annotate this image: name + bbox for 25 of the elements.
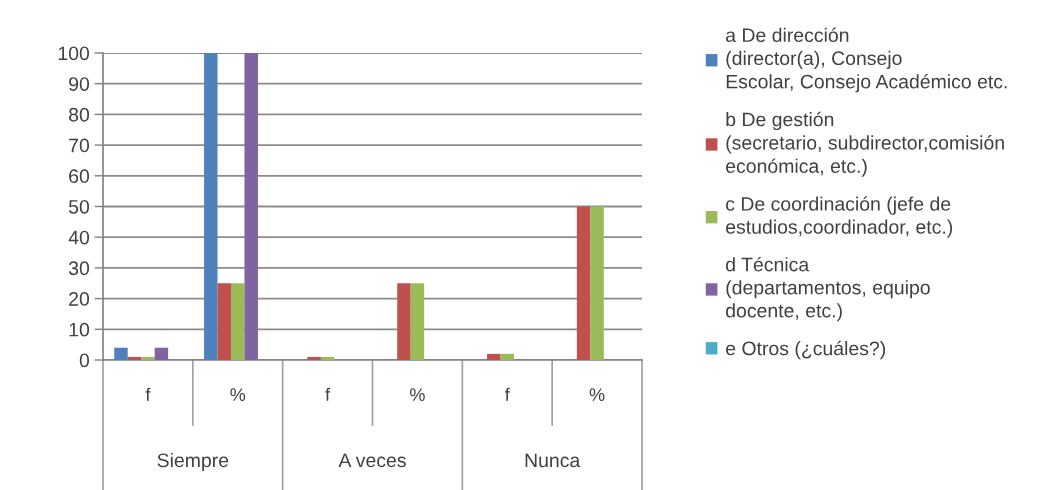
- y-tick-label: 40: [68, 230, 90, 245]
- y-tick-label: 90: [69, 77, 90, 91]
- x-tick-label: %: [230, 388, 246, 401]
- y-tick-label: 70: [69, 138, 90, 153]
- y-tick-label: 50: [68, 199, 90, 214]
- y-tick-label: 10: [69, 322, 90, 337]
- y-tick-label: 80: [69, 107, 90, 122]
- legend-label: c De coordinación (jefe de estudios,coordinador, etc.): [726, 196, 953, 238]
- legend-label: a De dirección (director(a), Consejo Escolar, Consejo Académico etc.: [726, 27, 1007, 93]
- y-tick-label: 20: [69, 292, 90, 306]
- legend-label: d Técnica (departamentos, equipo docente, etc.): [726, 256, 930, 322]
- y-tick-label: 30: [68, 261, 90, 276]
- y-tick-label: 60: [69, 169, 90, 184]
- text: Siempre: [157, 452, 229, 472]
- y-tick-label: 100: [58, 46, 90, 61]
- text: Nunca: [525, 453, 581, 468]
- x-tick-label: f: [505, 387, 510, 401]
- x-tick-label: f: [145, 387, 151, 401]
- legend-label: e Otros (¿cuáles?): [726, 340, 886, 360]
- x-tick-label: %: [589, 388, 605, 401]
- x-tick-label: f: [325, 387, 331, 401]
- y-tick-label: 0: [79, 353, 90, 368]
- legend-label: b De gestión (secretario, subdirector,comisión económica, etc.): [726, 111, 1004, 177]
- text: A veces: [338, 453, 406, 468]
- x-tick-label: %: [410, 388, 425, 401]
